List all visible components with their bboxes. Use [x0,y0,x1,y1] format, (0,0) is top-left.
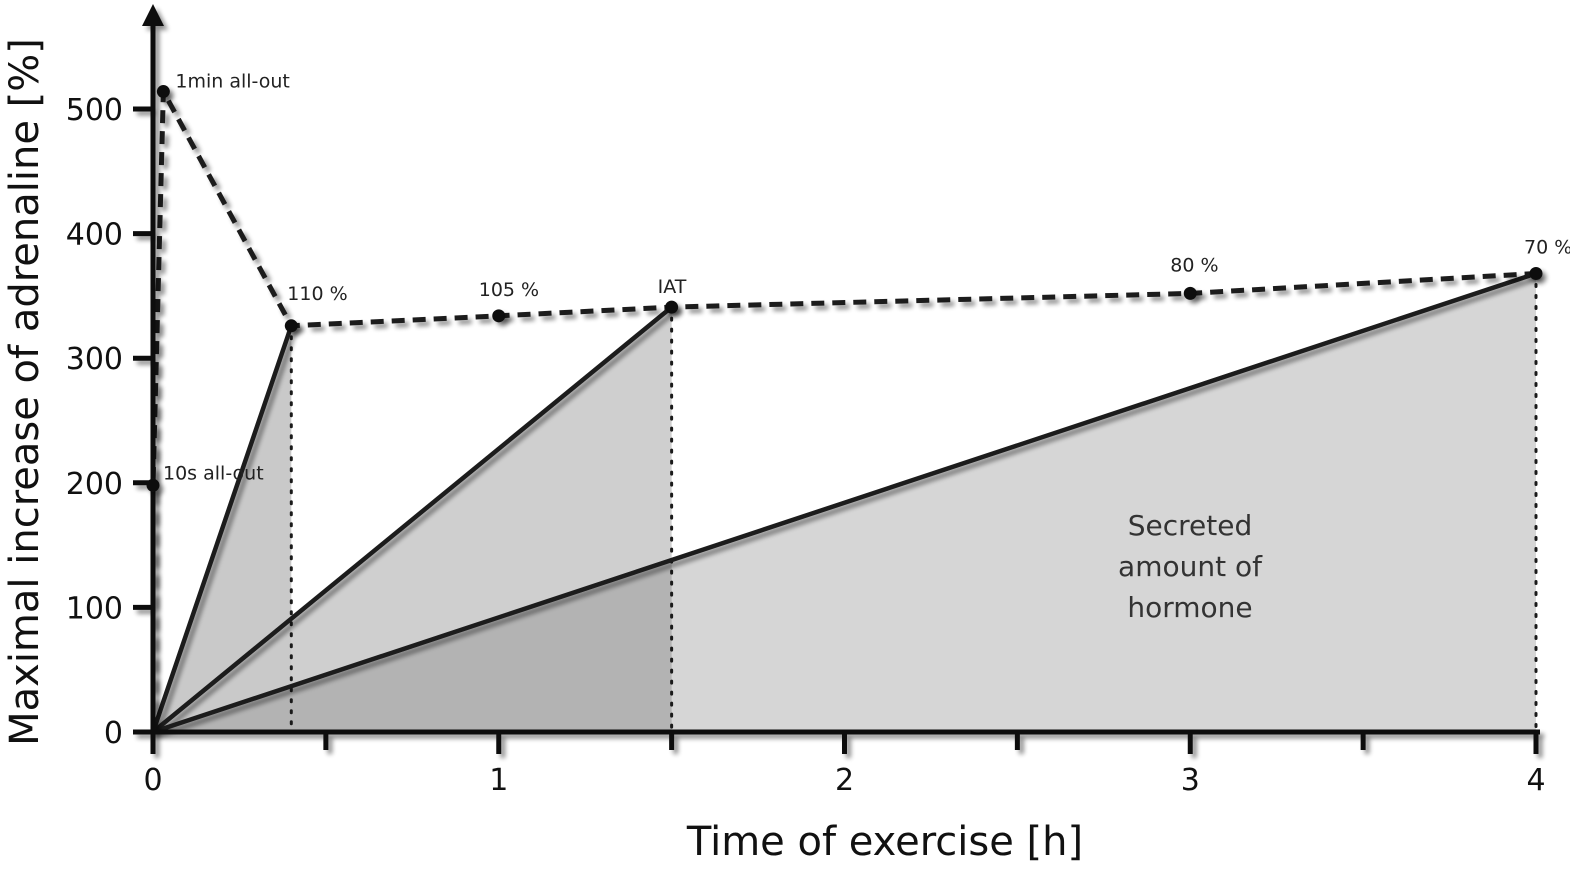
peak-curve [150,89,1537,732]
y-tick-label-400: 400 [66,218,123,253]
peak-curve-line [150,89,1537,732]
point-label-2: 1min all-out [175,71,289,93]
point-label-7: 70 % [1524,236,1570,258]
data-point-1 [146,478,160,492]
point-label-5: IAT [658,276,687,298]
y-tick-label-500: 500 [66,93,123,128]
secretion-line-0 [150,323,294,735]
data-point-6 [1183,286,1197,300]
area-label-line-1: amount of [1118,550,1263,583]
area-0 [153,325,292,732]
y-axis-title: Maximal increase of adrenaline [%] [2,38,48,746]
area-label: Secreted amount of hormone [1118,509,1263,624]
data-point-7 [1529,266,1543,280]
secretion-lines [150,271,1539,735]
x-tick-label-4: 4 [1526,763,1545,798]
secretion-line-2 [150,271,1539,735]
data-point-4 [492,309,506,323]
point-label-4: 105 % [479,279,539,301]
y-axis-arrow [142,4,164,26]
dotted-verticals [289,271,1538,734]
x-tick-label-0: 0 [143,763,162,798]
secretion-line-1 [150,304,674,735]
point-label-1: 10s all-out [163,462,264,484]
data-point-5 [665,300,679,314]
x-tick-label-1: 1 [489,763,508,798]
x-tick-labels: 0 1 2 3 4 [143,763,1545,798]
area-label-line-2: hormone [1127,591,1252,624]
y-tick-label-0: 0 [104,716,123,751]
area-label-line-0: Secreted [1128,509,1253,542]
point-label-6: 80 % [1170,254,1218,276]
x-axis-title: Time of exercise [h] [686,819,1083,865]
y-tick-label-300: 300 [66,342,123,377]
y-tick-label-100: 100 [66,591,123,626]
data-point-2 [156,85,170,99]
y-tick-labels: 0 100 200 300 400 500 [66,93,123,751]
data-point-3 [284,319,298,333]
data-points [146,85,1543,492]
point-labels: 10s all-out 1min all-out 110 % 105 % IAT 80 %… [163,71,1570,485]
y-tick-label-200: 200 [66,467,123,502]
point-label-3: 110 % [287,283,347,305]
x-tick-label-3: 3 [1181,763,1200,798]
axes [133,4,1540,754]
x-tick-label-2: 2 [835,763,854,798]
